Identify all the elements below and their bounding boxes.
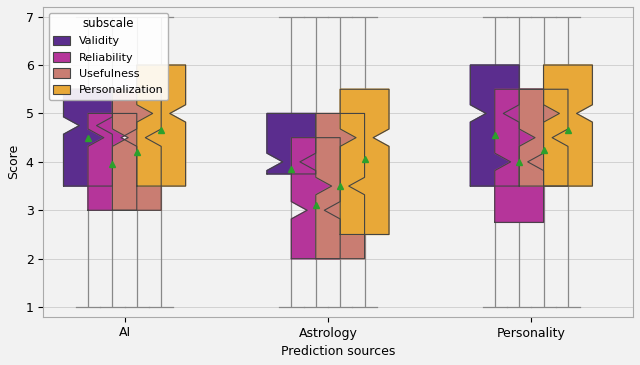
Polygon shape bbox=[470, 65, 519, 186]
Y-axis label: Score: Score bbox=[7, 144, 20, 180]
Polygon shape bbox=[340, 89, 389, 234]
Polygon shape bbox=[267, 114, 316, 174]
Legend: Validity, Reliability, Usefulness, Personalization: Validity, Reliability, Usefulness, Perso… bbox=[49, 12, 168, 100]
Polygon shape bbox=[291, 138, 340, 259]
Polygon shape bbox=[519, 89, 568, 186]
Polygon shape bbox=[63, 89, 113, 186]
Polygon shape bbox=[113, 89, 161, 210]
Polygon shape bbox=[543, 65, 593, 186]
X-axis label: Prediction sources: Prediction sources bbox=[281, 345, 396, 358]
Polygon shape bbox=[316, 114, 365, 259]
Polygon shape bbox=[137, 65, 186, 186]
Polygon shape bbox=[88, 114, 137, 210]
Polygon shape bbox=[495, 89, 543, 222]
